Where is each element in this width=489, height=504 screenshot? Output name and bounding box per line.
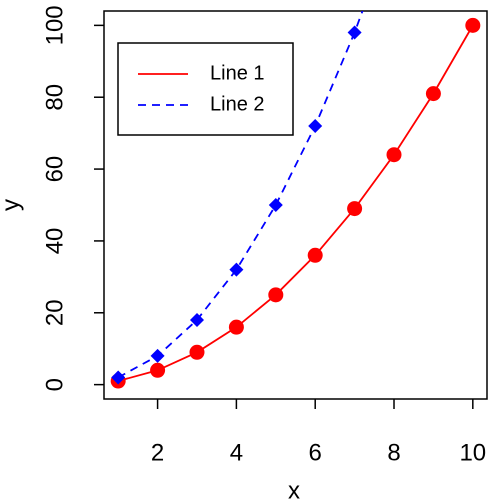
plot-frame [103, 10, 488, 400]
y-tick-label: 0 [41, 378, 68, 391]
marker [465, 17, 481, 33]
marker [229, 262, 244, 277]
plot-area [110, 11, 481, 389]
marker [308, 118, 323, 133]
legend: Line 1 Line 2 [117, 42, 294, 136]
y-tick-label: 60 [41, 156, 68, 183]
marker [189, 312, 204, 327]
x-tick-label: 10 [459, 439, 486, 466]
y-axis-label: y [0, 199, 24, 211]
marker [425, 86, 441, 102]
legend-label: Line 2 [210, 93, 265, 115]
x-tick-label: 4 [230, 439, 243, 466]
x-tick-label: 8 [387, 439, 400, 466]
x-tick-label: 6 [309, 439, 322, 466]
series-line [117, 11, 364, 379]
legend-label: Line 1 [210, 62, 265, 84]
y-tick-label: 100 [41, 5, 68, 45]
y-tick-label: 40 [41, 228, 68, 255]
marker [111, 370, 126, 385]
y-tick-label: 80 [41, 84, 68, 111]
marker [268, 287, 284, 303]
marker [150, 362, 166, 378]
marker [386, 147, 402, 163]
marker [347, 25, 362, 40]
x-tick-label: 2 [151, 439, 164, 466]
legend-box [117, 42, 294, 136]
marker [307, 247, 323, 263]
marker [268, 198, 283, 212]
y-tick-label: 20 [41, 299, 68, 326]
marker [150, 348, 165, 363]
marker [189, 344, 205, 360]
series-line [117, 24, 474, 382]
x-axis-label: x [288, 477, 300, 504]
marker [347, 201, 363, 217]
marker [228, 319, 244, 335]
